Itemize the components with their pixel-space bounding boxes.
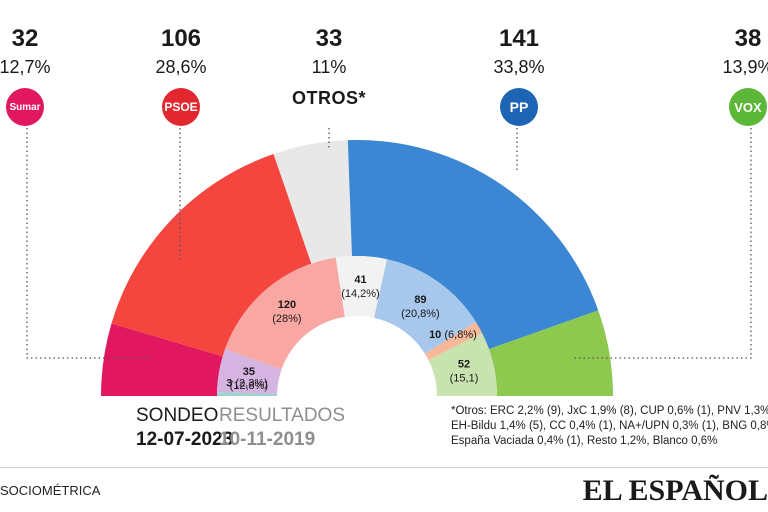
party-psoe: 106 28,6% PSOE xyxy=(126,26,236,126)
party-pp: 141 33,8% PP xyxy=(464,26,574,126)
source-label: SOCIOMÉTRICA xyxy=(0,483,101,498)
legend-resultados: RESULTADOS 10-11-2019 xyxy=(219,404,345,452)
legend-resultados-date: 10-11-2019 xyxy=(219,429,316,450)
psoe-logo-icon: PSOE xyxy=(162,88,200,126)
seats-psoe: 106 xyxy=(160,25,202,52)
seats-vox: 38 xyxy=(734,25,762,52)
inner-seg-0 xyxy=(217,392,278,396)
inner-seg-1 xyxy=(217,349,282,394)
pp-logo-icon: PP xyxy=(500,88,538,126)
inner-label-5: 10 (6,8%) xyxy=(429,329,477,341)
outer-seg-otros xyxy=(273,140,352,264)
seats-otros: 33 xyxy=(315,25,343,52)
legend-resultados-label: RESULTADOS xyxy=(219,405,345,426)
otros-label: OTROS* xyxy=(291,88,366,108)
pct-otros: 11% xyxy=(311,57,347,77)
pct-psoe: 28,6% xyxy=(155,57,207,77)
inner-seg-2 xyxy=(225,257,345,370)
pct-vox: 13,9% xyxy=(722,57,768,77)
inner-seg-3 xyxy=(335,255,387,318)
footnote-line: España Vaciada 0,4% (1), Resto 1,2%, Bla… xyxy=(451,435,718,447)
pct-pp: 33,8% xyxy=(493,57,545,77)
inner-seg-4 xyxy=(374,259,476,354)
inner-label-0: 3 (2,3%) xyxy=(226,378,268,390)
seats-pp: 141 xyxy=(498,25,540,52)
legend-sondeo-date: 12-07-2023 xyxy=(136,429,234,450)
leader-vox xyxy=(572,128,752,359)
outer-seg-psoe xyxy=(111,153,312,357)
inner-label-2: 120 (28%) xyxy=(272,299,301,325)
brand-logo: EL ESPAÑOL xyxy=(582,474,768,507)
leader-sumar xyxy=(26,128,150,359)
inner-seg-5 xyxy=(424,322,483,361)
legend-sondeo: SONDEO 12-07-2023 xyxy=(136,404,233,452)
inner-seg-6 xyxy=(428,333,497,396)
footnote-line: *Otros: ERC 2,2% (9), JxC 1,9% (8), CUP … xyxy=(451,405,768,417)
leader-lines xyxy=(26,128,752,359)
outer-seg-pp xyxy=(347,140,599,350)
seats-sumar: 32 xyxy=(11,25,39,52)
inner-label-4: 89 (20,8%) xyxy=(401,294,440,320)
party-vox: 38 13,9% VOX xyxy=(693,26,768,126)
pct-sumar: 12,7% xyxy=(0,57,51,77)
footnote-line: EH-Bildu 1,4% (5), CC 0,4% (1), NA+/UPN … xyxy=(451,420,768,432)
inner-ring-labels: 3 (2,3%)35 (12,8%) 120 (28%) 41 (14,2%) 89 (20,… xyxy=(226,274,478,392)
inner-label-1: 35 (12,8%) xyxy=(230,366,269,392)
inner-label-6: 52 (15,1) xyxy=(450,359,479,385)
inner-label-3: 41 (14,2%) xyxy=(341,274,380,300)
otros-footnote: *Otros: ERC 2,2% (9), JxC 1,9% (8), CUP … xyxy=(451,404,768,449)
outer-seg-sumar xyxy=(101,323,223,396)
inner-ring xyxy=(217,255,497,396)
footer-divider xyxy=(0,467,768,468)
vox-logo-icon: VOX xyxy=(729,88,767,126)
outer-seg-vox xyxy=(488,310,613,396)
party-sumar: 32 12,7% Sumar xyxy=(0,26,80,126)
legend-sondeo-label: SONDEO xyxy=(136,405,219,426)
outer-ring xyxy=(101,140,613,396)
party-otros: 33 11% OTROS* xyxy=(274,26,384,109)
sumar-logo-icon: Sumar xyxy=(6,88,44,126)
